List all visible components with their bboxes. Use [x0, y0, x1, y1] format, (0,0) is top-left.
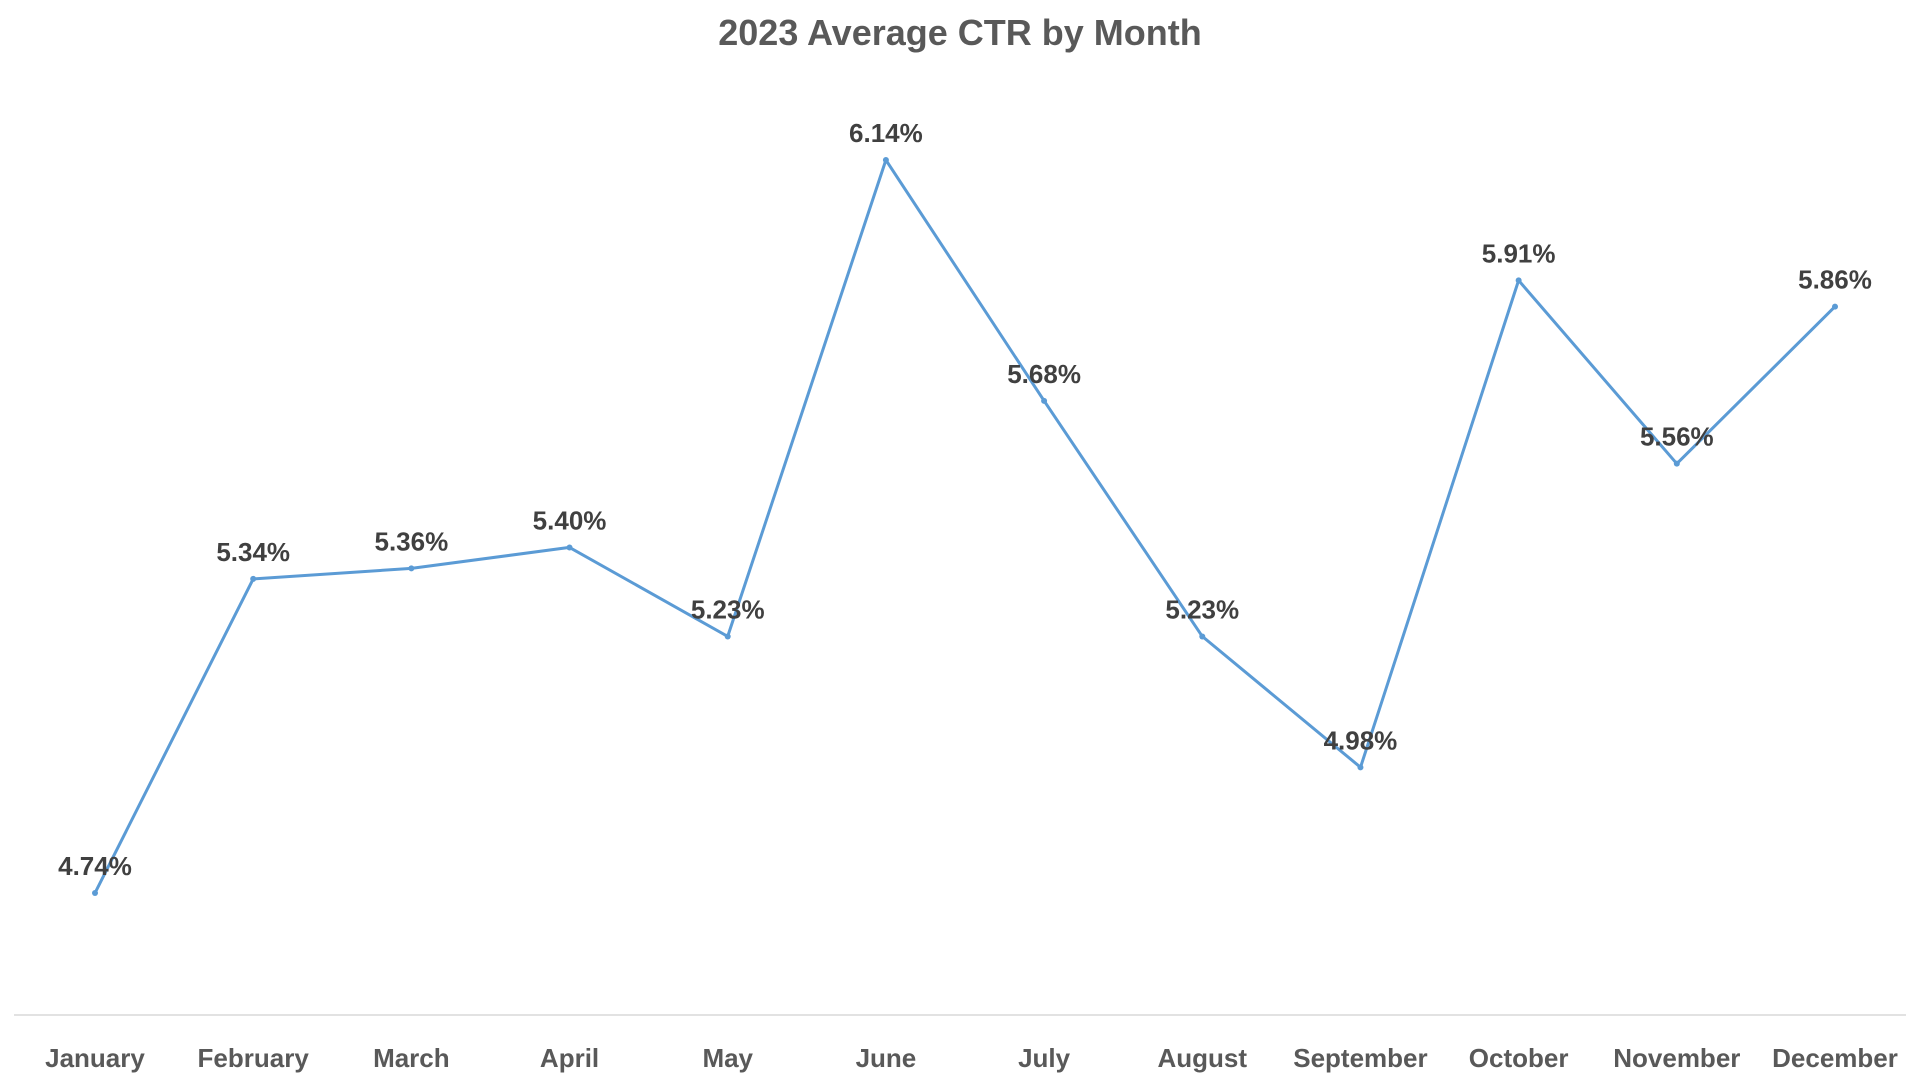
x-tick-label: March — [373, 1043, 450, 1073]
data-labels: 4.74% 5.34% 5.36% 5.40% 5.23% 6.14% 5.68% 5.23%… — [58, 118, 1872, 881]
x-axis-tick-labels: January February March April May June July Augu… — [45, 1043, 1898, 1073]
data-label: 5.23% — [1165, 594, 1239, 624]
data-point — [1199, 633, 1206, 640]
data-point — [250, 575, 257, 582]
data-label: 5.68% — [1007, 359, 1081, 389]
data-label: 5.86% — [1798, 265, 1872, 295]
data-point — [882, 157, 889, 163]
x-tick-label: April — [540, 1043, 599, 1073]
data-label: 5.23% — [691, 594, 765, 624]
data-point — [408, 565, 415, 572]
series-line — [93, 158, 1837, 894]
x-tick-label: June — [856, 1043, 917, 1073]
x-tick-label: September — [1293, 1043, 1427, 1073]
data-point — [566, 544, 573, 551]
data-label: 5.40% — [533, 505, 607, 535]
chart-title: 2023 Average CTR by Month — [718, 12, 1202, 53]
x-tick-label: November — [1613, 1043, 1740, 1073]
data-point — [724, 633, 731, 640]
data-label: 6.14% — [849, 118, 923, 148]
x-tick-label: October — [1469, 1043, 1569, 1073]
x-tick-label: January — [45, 1043, 145, 1073]
data-point — [1832, 303, 1838, 310]
data-point — [1515, 277, 1522, 284]
data-label: 5.56% — [1640, 422, 1714, 452]
x-tick-label: August — [1157, 1043, 1247, 1073]
x-tick-label: July — [1018, 1043, 1071, 1073]
data-label: 4.74% — [58, 851, 132, 881]
x-tick-label: May — [702, 1043, 753, 1073]
data-label: 5.91% — [1482, 238, 1556, 268]
data-point — [1673, 460, 1680, 467]
data-label: 4.98% — [1324, 725, 1398, 755]
data-label: 5.36% — [374, 526, 448, 556]
data-point — [1357, 764, 1364, 771]
x-tick-label: February — [198, 1043, 310, 1073]
data-point — [1041, 397, 1048, 404]
x-tick-label: December — [1772, 1043, 1898, 1073]
series-group — [92, 157, 1838, 896]
data-label: 5.34% — [216, 537, 290, 567]
data-point — [92, 890, 98, 896]
